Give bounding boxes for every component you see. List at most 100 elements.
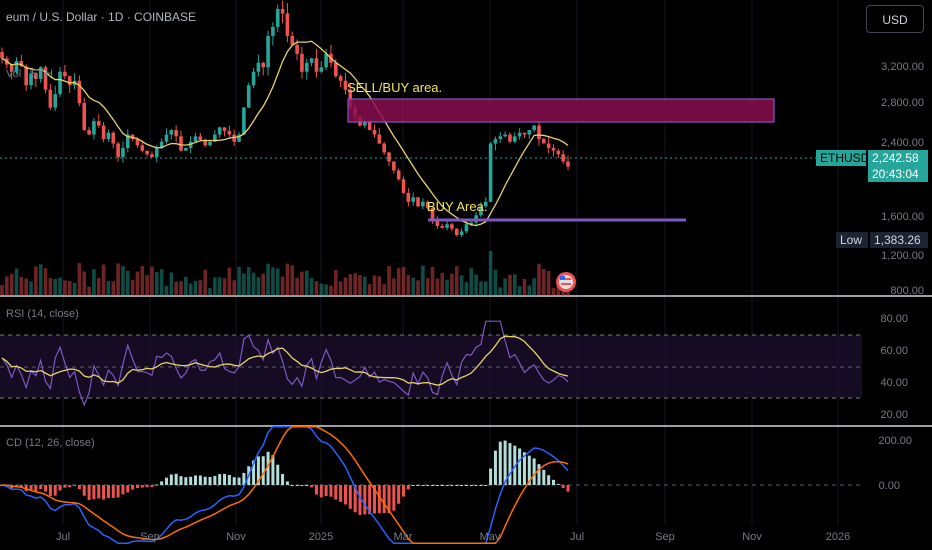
candle-body xyxy=(24,66,28,86)
volume-bar xyxy=(493,269,498,296)
macd-histogram-bar xyxy=(397,485,401,504)
macd-histogram-bar xyxy=(121,485,125,495)
volume-bar xyxy=(464,282,469,296)
symbol-tag[interactable]: ETHUSD xyxy=(816,150,869,166)
macd-histogram-bar xyxy=(387,485,391,514)
price-axis[interactable]: 3,200.00 2,800.00 2,400.00 1,600.00 1,20… xyxy=(881,61,924,297)
macd-histogram-bar xyxy=(131,485,135,490)
volume-bar xyxy=(266,263,270,296)
macd-histogram-bar xyxy=(455,485,459,486)
volume-bar xyxy=(488,251,493,296)
volume-bar xyxy=(246,267,251,296)
macd-histogram-bar xyxy=(281,473,285,485)
candle-body xyxy=(184,148,188,151)
rsi-tick: 60.00 xyxy=(880,345,908,357)
volume-bar xyxy=(14,268,19,296)
candle-body xyxy=(251,71,256,86)
macd-histogram-bar xyxy=(179,476,183,485)
low-label-tag[interactable]: Low xyxy=(836,232,868,248)
volume-bar xyxy=(271,267,275,296)
macd-histogram-bar xyxy=(164,477,168,485)
time-label: 2026 xyxy=(826,531,850,543)
rsi-axis[interactable]: 80.00 60.00 40.00 20.00 xyxy=(880,313,908,421)
candle-body xyxy=(300,53,304,72)
macd-histogram-bar xyxy=(329,485,333,497)
candle-body xyxy=(309,58,314,63)
macd-histogram-bar xyxy=(150,485,154,488)
macd-histogram-bar xyxy=(556,483,560,485)
macd-signal-line xyxy=(1,425,569,545)
candle-body xyxy=(343,80,348,90)
rsi-legend[interactable]: RSI (14, close) xyxy=(6,308,79,320)
volume-bar xyxy=(38,264,43,296)
rsi-ma-line xyxy=(1,335,569,386)
sell-buy-zone-label: SELL/BUY area. xyxy=(347,80,442,95)
macd-histogram-bar xyxy=(363,485,367,515)
candle-body xyxy=(483,201,488,207)
volume-bar xyxy=(193,281,198,296)
volume-bar xyxy=(150,266,154,296)
candle-body xyxy=(266,35,270,68)
macd-histogram-bar xyxy=(479,485,483,486)
candle-body xyxy=(517,132,522,137)
candle-body xyxy=(454,228,459,236)
candle-body xyxy=(479,206,483,216)
volume-bar xyxy=(256,277,261,296)
macd-histogram-bar xyxy=(537,464,541,485)
rsi-line xyxy=(1,320,569,407)
candle-body xyxy=(411,197,415,202)
macd-histogram-bar xyxy=(290,485,294,486)
volume-bar xyxy=(425,278,430,296)
candle-body xyxy=(377,134,382,144)
candle-body xyxy=(319,67,324,72)
candle-body xyxy=(19,60,24,67)
candle-body xyxy=(101,125,106,140)
currency-button[interactable]: USD xyxy=(866,5,924,33)
volume-bar xyxy=(130,279,135,296)
time-axis[interactable]: Jul Sep Nov 2025 Mar May Jul Sep Nov 202… xyxy=(56,531,850,543)
volume-legend[interactable]: Vol · ETH xyxy=(6,68,54,80)
candle-body xyxy=(430,208,435,220)
symbol-title[interactable]: eum / U.S. Dollar · 1D · COINBASE xyxy=(6,10,197,24)
candle-body xyxy=(140,145,145,151)
macd-histogram-bar xyxy=(189,476,193,485)
macd-histogram-bar xyxy=(532,458,536,485)
volume-bars xyxy=(0,251,570,296)
macd-histogram-bar xyxy=(368,485,372,515)
candle-body xyxy=(295,44,299,54)
candle-body xyxy=(246,85,251,108)
volume-bar xyxy=(208,288,212,296)
volume-bar xyxy=(363,276,367,296)
volume-bar xyxy=(34,266,38,296)
volume-bar xyxy=(92,269,96,296)
macd-histogram-bar xyxy=(194,475,198,485)
macd-tick: 200.00 xyxy=(878,435,912,447)
volume-bar xyxy=(440,272,445,296)
time-label: Sep xyxy=(655,531,675,543)
volume-bar xyxy=(300,271,304,296)
sell-buy-zone[interactable] xyxy=(347,98,775,123)
volume-bar xyxy=(556,286,561,296)
candle-body xyxy=(304,62,309,72)
candle-body xyxy=(92,121,96,135)
volume-bar xyxy=(53,278,58,296)
macd-legend[interactable]: CD (12, 26, close) xyxy=(6,437,95,449)
macd-histogram-bar xyxy=(334,485,338,500)
candle-body xyxy=(34,73,38,79)
macd-axis[interactable]: 200.00 0.00 xyxy=(878,435,912,492)
candle-body xyxy=(367,121,372,131)
macd-histogram-bar xyxy=(29,485,33,491)
candle-body xyxy=(537,125,541,140)
volume-bar xyxy=(522,278,527,296)
us-flag-icon[interactable] xyxy=(556,272,576,292)
candle-body xyxy=(421,201,425,207)
macd-histogram-bar xyxy=(261,456,265,485)
rsi-tick: 80.00 xyxy=(880,313,908,325)
candle-body xyxy=(193,136,198,142)
candle-body xyxy=(43,67,48,90)
macd-histogram-bar xyxy=(469,485,473,486)
macd-histogram-bar xyxy=(73,485,77,486)
candle-body xyxy=(338,76,343,81)
price-tick: 800.00 xyxy=(890,285,924,297)
